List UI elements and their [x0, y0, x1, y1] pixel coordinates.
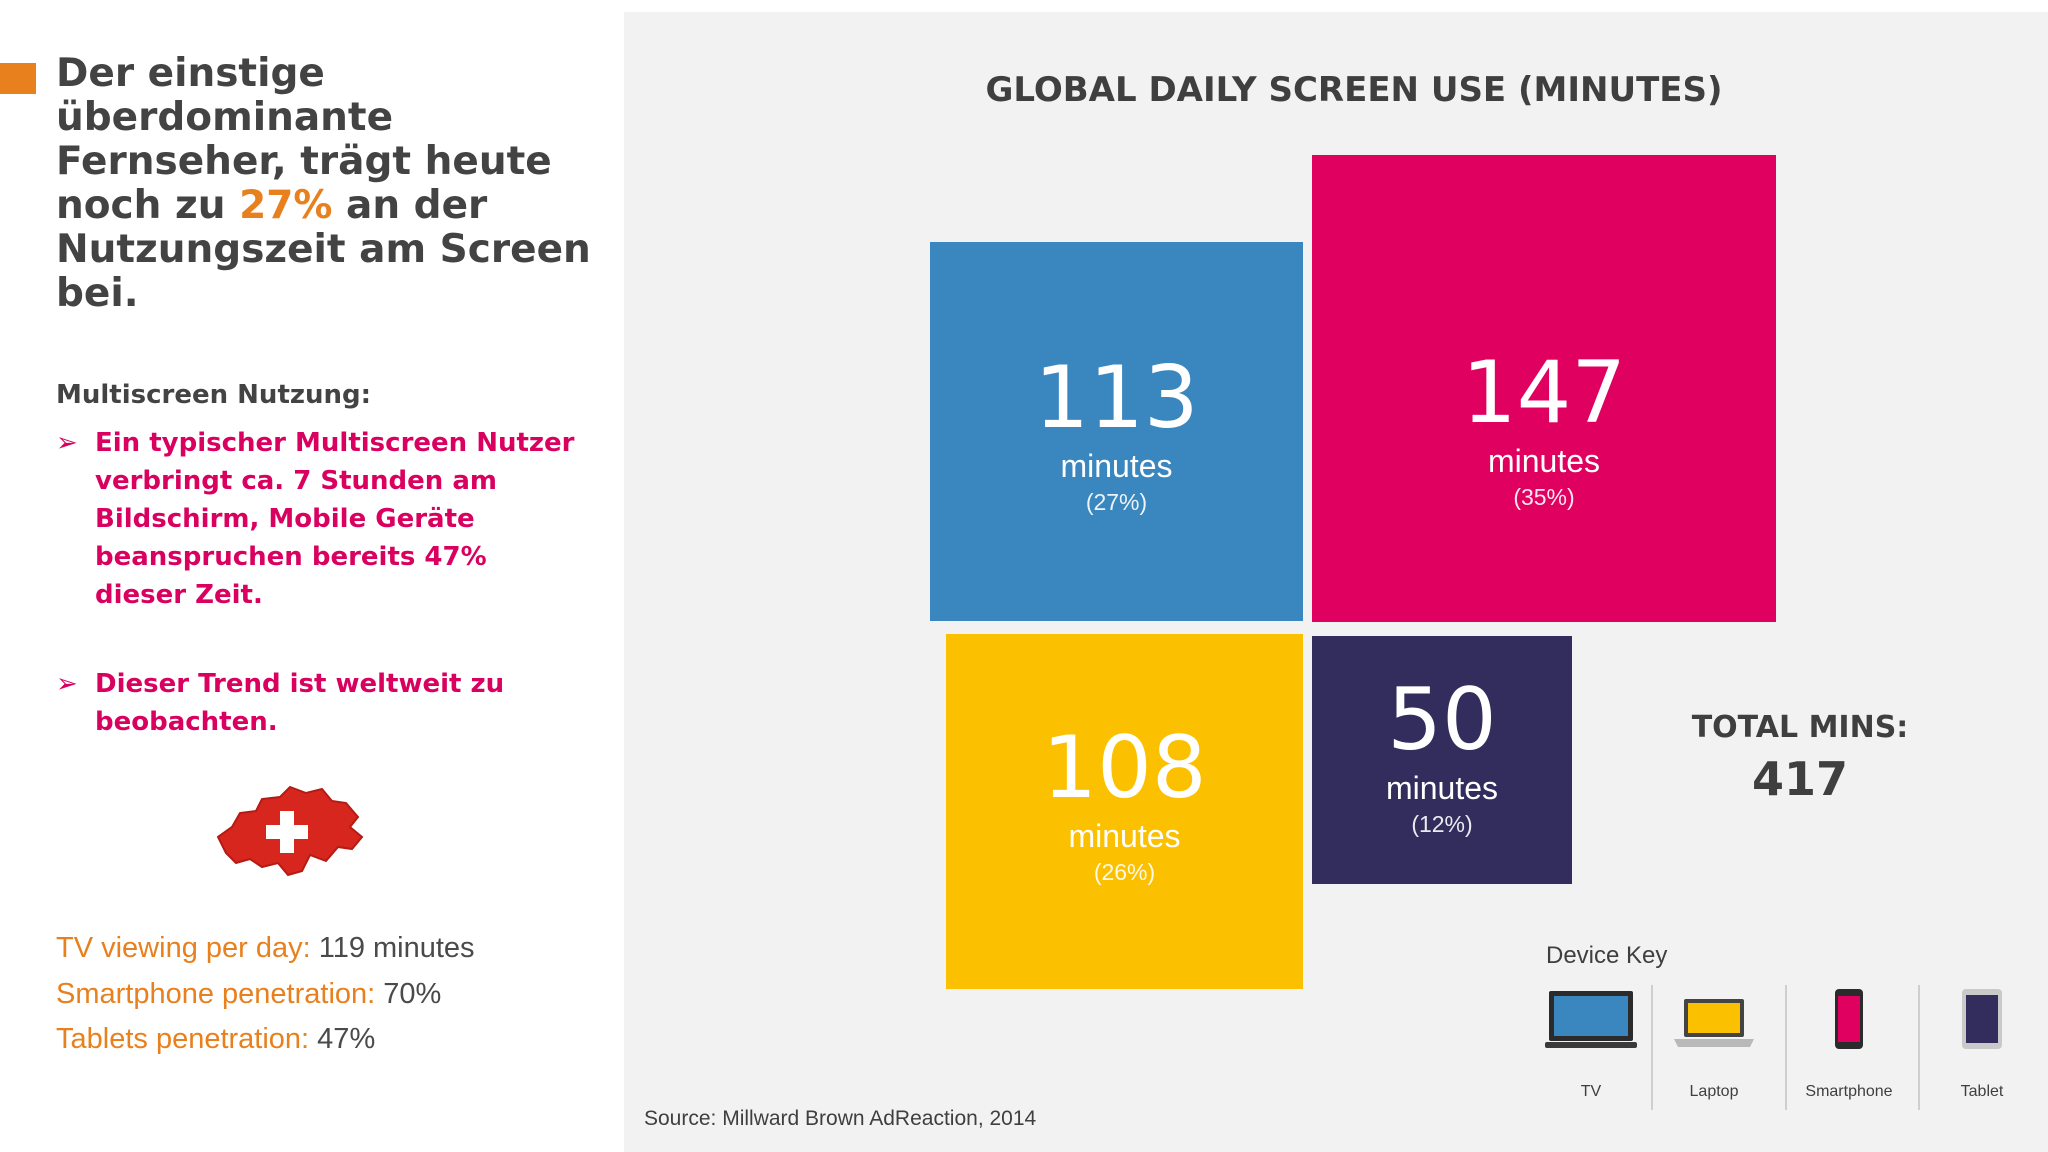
device-key-tablet: Tablet	[1917, 985, 2047, 1105]
headline-part-2: an der Nutzungszeit am Screen bei.	[56, 183, 591, 316]
multiscreen-title: Multiscreen Nutzung:	[56, 380, 372, 410]
swiss-map-icon	[216, 785, 364, 877]
stat-value: 47%	[309, 1023, 376, 1055]
bullet-arrow-icon: ➢	[56, 669, 78, 699]
tile-value: 50	[1387, 670, 1497, 770]
device-key-title: Device Key	[1546, 942, 1668, 969]
device-key-label: Smartphone	[1805, 1083, 1893, 1100]
device-key-label: Laptop	[1689, 1083, 1739, 1100]
tablet-icon	[1962, 989, 2002, 1049]
stat-label: Smartphone penetration:	[56, 978, 376, 1010]
stat-label: Tablets penetration:	[56, 1023, 310, 1055]
stat-value: 119 minutes	[310, 932, 475, 964]
tv-icon	[1545, 991, 1637, 1048]
bullet-arrow-icon: ➢	[56, 428, 78, 458]
source-note: Source: Millward Brown AdReaction, 2014	[644, 1107, 1037, 1130]
tile-unit: minutes	[1385, 770, 1499, 806]
stat-value: 70%	[375, 978, 442, 1010]
tile-smartphone: 147 minutes (35%)	[1312, 155, 1776, 622]
tile-value: 108	[1042, 718, 1207, 818]
total-value: 417	[1751, 752, 1849, 806]
tile-laptop: 108 minutes (26%)	[946, 634, 1303, 989]
divider	[1785, 985, 1787, 1110]
device-key-tv: TV	[1526, 985, 1656, 1105]
headline-part-1: Der einstige überdominante Fernseher, tr…	[56, 51, 552, 228]
stat-tablet-penetration: Tablets penetration: 47%	[56, 1020, 375, 1058]
divider	[1651, 985, 1653, 1110]
tile-unit: minutes	[1487, 443, 1601, 479]
stat-tv-viewing: TV viewing per day: 119 minutes	[56, 929, 475, 967]
total-label: TOTAL MINS:	[1691, 710, 1909, 745]
bullet-item: ➢ Ein typischer Multiscreen Nutzer verbr…	[56, 424, 576, 614]
tile-percent: (26%)	[1093, 859, 1156, 885]
bullet-text: Dieser Trend ist weltweit zu beobachten.	[95, 669, 505, 737]
tile-percent: (35%)	[1513, 484, 1575, 510]
accent-square	[0, 63, 36, 94]
headline: Der einstige überdominante Fernseher, tr…	[56, 52, 596, 316]
smartphone-icon	[1835, 989, 1863, 1049]
device-key-laptop: Laptop	[1649, 985, 1779, 1105]
chart-title: GLOBAL DAILY SCREEN USE (MINUTES)	[985, 70, 1723, 110]
tile-unit: minutes	[1060, 448, 1173, 484]
tile-percent: (12%)	[1411, 811, 1473, 837]
stat-smartphone-penetration: Smartphone penetration: 70%	[56, 975, 441, 1013]
device-key-label: Tablet	[1960, 1083, 2004, 1100]
stat-label: TV viewing per day:	[56, 932, 311, 964]
tile-value: 113	[1034, 348, 1199, 448]
device-key-label: TV	[1580, 1083, 1602, 1100]
tile-tv: 113 minutes (27%)	[930, 242, 1303, 621]
tile-tablet: 50 minutes (12%)	[1312, 636, 1572, 884]
tile-unit: minutes	[1068, 818, 1181, 854]
bullet-text: Ein typischer Multiscreen Nutzer verbrin…	[95, 428, 575, 610]
headline-highlight: 27%	[239, 183, 333, 228]
tile-value: 147	[1461, 343, 1627, 443]
device-key-smartphone: Smartphone	[1784, 985, 1914, 1105]
tile-percent: (27%)	[1085, 489, 1148, 515]
divider	[1918, 985, 1920, 1110]
laptop-icon	[1674, 999, 1754, 1047]
bullet-item: ➢ Dieser Trend ist weltweit zu beobachte…	[56, 665, 576, 741]
